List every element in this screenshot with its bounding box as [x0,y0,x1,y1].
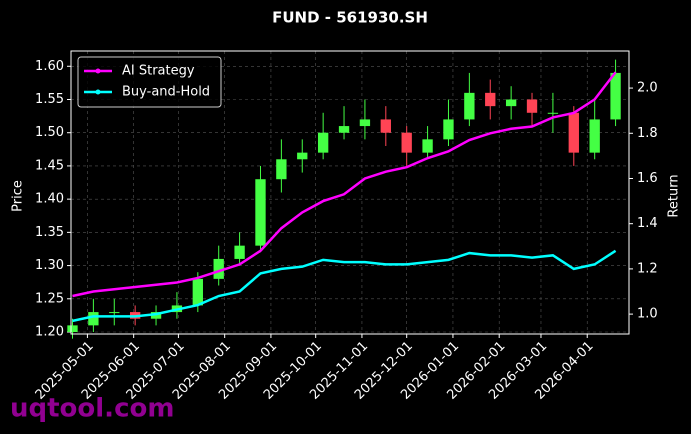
legend-marker [95,68,101,74]
candle-body [547,112,559,114]
candle-body [234,245,245,259]
legend-marker [95,89,101,95]
candle-body [150,312,162,319]
y2-tick-label: 1.4 [637,216,658,231]
candle-body [255,179,266,246]
candle-body [213,258,224,279]
legend-label: AI Strategy [122,64,195,79]
candle-body [589,119,600,153]
candle-body [401,132,412,153]
candle-body [297,152,308,160]
candle-body [422,139,433,153]
candle-body [443,119,454,140]
y2-tick-label: 1.8 [637,126,658,141]
watermark: uqtool.com [10,394,174,424]
series-line [72,249,617,323]
candle-body [380,119,391,133]
y-tick-label: 1.20 [35,325,64,340]
y-axis-label: Price [11,180,26,212]
chart-title: FUND - 561930.SH [272,9,428,27]
candle-body [359,119,371,127]
candle-body [338,126,350,133]
candle-body [88,312,99,326]
candle-body [505,99,517,107]
y-tick-label: 1.40 [35,192,64,207]
y-tick-label: 1.50 [35,125,64,140]
y-tick-label: 1.30 [35,258,64,273]
candle-body [485,92,496,107]
y-tick-label: 1.35 [35,225,64,240]
legend-label: Buy-and-Hold [122,85,210,100]
series-line [72,71,617,298]
candle-body [67,325,78,333]
y-tick-label: 1.25 [35,291,64,306]
y-tick-label: 1.60 [35,59,64,74]
y2-tick-label: 1.6 [637,171,658,186]
candle-body [192,278,203,306]
y2-axis-label: Return [667,174,682,217]
candle-body [568,112,579,153]
candle-body [317,132,329,153]
y-tick-label: 1.55 [35,92,64,107]
legend: AI Strategy Buy-and-Hold [77,56,222,108]
legend-box [77,56,222,108]
candle-body [276,159,287,180]
y-tick-label: 1.45 [35,158,64,173]
candle-body [464,92,475,120]
plot-frame [70,50,630,335]
y2-tick-label: 1.0 [637,307,658,322]
candle-body [610,72,621,120]
y2-tick-label: 2.0 [637,81,658,96]
candle-body [526,99,538,113]
candle-body [109,312,120,314]
y2-tick-label: 1.2 [637,261,658,276]
